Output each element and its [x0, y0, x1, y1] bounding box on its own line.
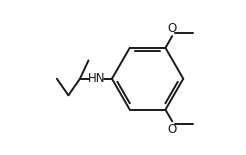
- Text: HN: HN: [88, 72, 106, 85]
- Text: O: O: [168, 22, 177, 35]
- Text: O: O: [168, 123, 177, 136]
